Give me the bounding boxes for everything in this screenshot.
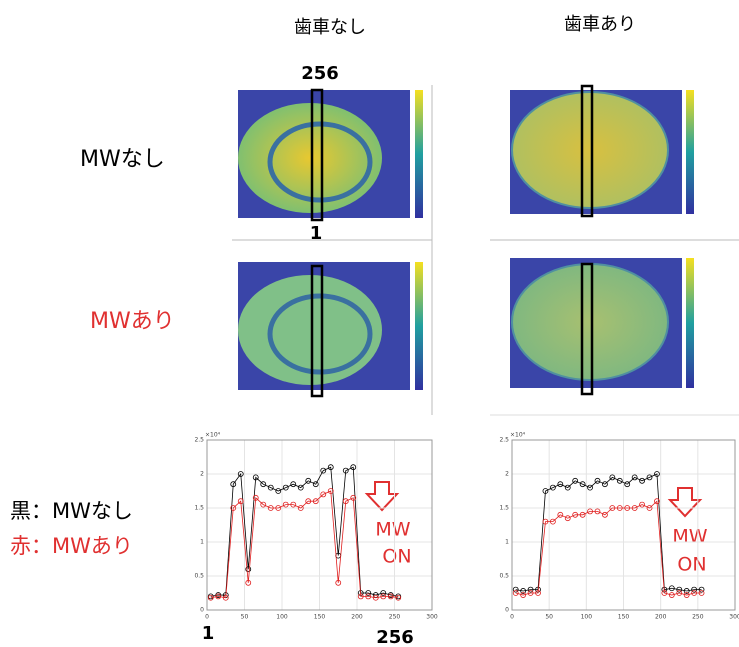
row-label: MWなし [80,147,165,172]
y-tick-label: 2 [200,471,204,478]
heatmap [238,90,423,218]
x-tick-label: 150 [314,614,326,621]
y-tick-label: 2.5 [194,437,204,444]
y-tick-label: 0.5 [194,573,204,580]
figure: 歯車なし 歯車あり MWなし MWあり 256 1 黒：MWなし 赤：MWあり … [0,0,739,647]
heatmap [510,90,694,214]
y-tick-label: 1.5 [194,505,204,512]
column-header: 歯車あり [564,14,636,35]
x-tick-label: 100 [581,614,593,621]
annotation: ON [382,546,411,568]
series-line [211,467,399,596]
annotation: 1 [202,623,215,644]
row-label: MWあり [90,309,175,334]
heatmap [238,262,423,390]
annotation: 256 [376,627,414,647]
roi-label: 1 [310,223,323,244]
roi-label: 256 [301,63,339,84]
axis-exponent: ×10⁴ [510,432,526,439]
annotation: MW [672,526,707,548]
arrow [670,488,700,516]
x-tick-label: 150 [618,614,630,621]
y-tick-label: 2.5 [499,437,509,444]
x-tick-label: 200 [655,614,667,621]
y-tick-label: 0 [505,607,509,614]
x-tick-label: 50 [545,614,553,621]
series-line [211,491,399,598]
x-tick-label: 0 [510,614,514,621]
annotation: ON [677,554,706,576]
column-header: 歯車なし [294,17,366,38]
y-tick-label: 0.5 [499,573,509,580]
annotation: MW [375,519,410,541]
x-tick-label: 300 [729,614,739,621]
x-tick-label: 0 [205,614,209,621]
heatmap [510,258,694,388]
arrow [367,482,397,510]
y-tick-label: 0 [200,607,204,614]
x-tick-label: 100 [276,614,288,621]
y-tick-label: 1 [505,539,509,546]
y-tick-label: 2 [505,471,509,478]
y-tick-label: 1.5 [499,505,509,512]
x-tick-label: 50 [241,614,249,621]
x-tick-label: 300 [426,614,438,621]
x-tick-label: 250 [692,614,704,621]
y-tick-label: 1 [200,539,204,546]
axis-exponent: ×10⁴ [205,432,221,439]
legend-entry: 黒：MWなし [10,499,133,523]
legend-entry: 赤：MWあり [10,534,133,558]
x-tick-label: 200 [351,614,363,621]
x-tick-label: 250 [389,614,401,621]
